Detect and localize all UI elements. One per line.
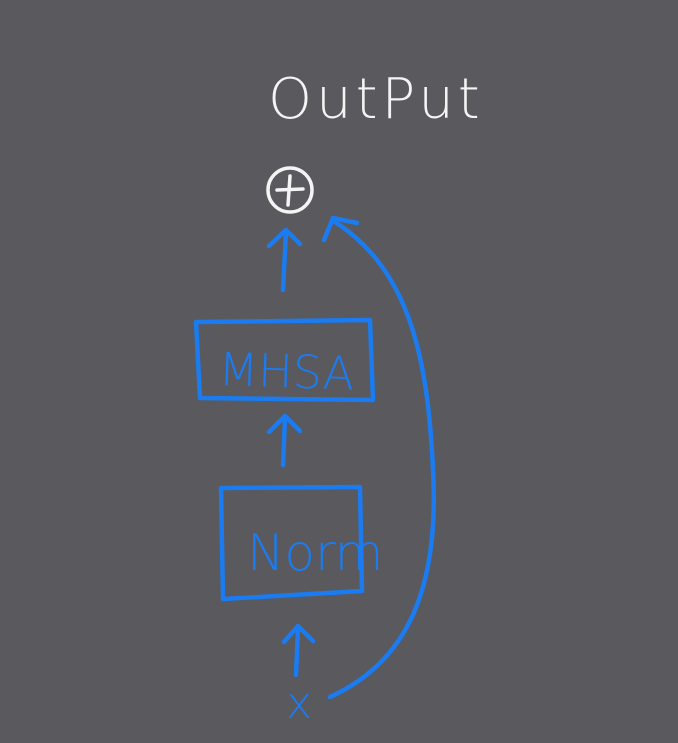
input-x-label: x [286,678,312,729]
add-node-circle [266,166,314,214]
mhsa-box [193,317,376,403]
add-node-plus-vertical [286,174,292,207]
norm-box [218,484,365,602]
norm-label: Norm [247,524,383,582]
norm-block: Norm [218,484,383,602]
arrow-norm-to-mhsa [266,413,303,468]
arrow-input-to-norm [281,623,316,678]
mhsa-label: MHSA [218,342,356,401]
add-node [266,166,314,214]
output-label: OutPut [268,67,484,132]
mhsa-block: MHSA [193,317,376,403]
residual-skip-arrow [321,215,437,700]
arrow-mhsa-to-add [266,227,303,293]
